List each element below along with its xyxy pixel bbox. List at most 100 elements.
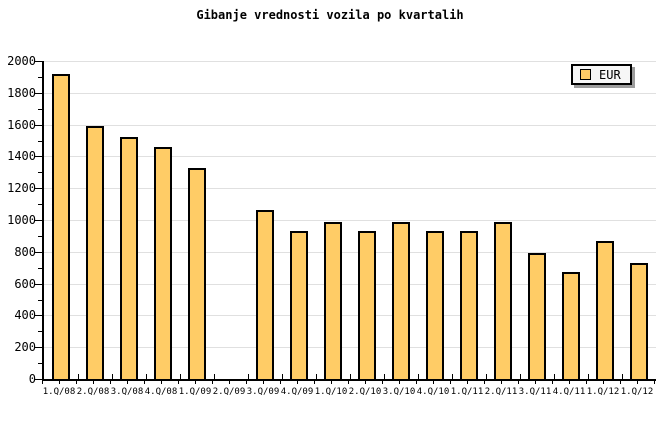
x-below-tick [433,381,434,384]
x-below-tick [450,381,451,384]
y-minor-tick [38,331,42,333]
y-axis-label: 1400 [7,149,36,164]
x-below-tick [195,381,196,384]
x-below-tick [93,381,94,384]
y-major-tick [35,283,42,285]
x-inner-tick [486,374,487,379]
y-major-tick [35,92,42,94]
y-axis-label: 0 [28,372,36,386]
x-below-tick [637,381,638,384]
x-below-tick [110,381,111,384]
x-axis-label: 2.Q/10 [348,387,382,397]
x-below-tick [484,381,485,384]
legend-label-eur: EUR [599,67,621,82]
x-axis-label: 3.Q/11 [518,387,552,397]
legend-swatch-eur [580,69,591,80]
y-minor-tick [38,299,42,301]
x-inner-tick [78,374,79,379]
gridline [44,156,656,158]
x-below-tick [76,381,77,384]
gridline [44,347,656,349]
x-inner-tick [350,374,351,379]
x-axis-label: 4.Q/10 [416,387,450,397]
gridline [44,251,656,253]
y-axis-label: 400 [14,308,36,323]
x-inner-tick [452,374,453,379]
x-axis-label: 3.Q/10 [382,387,416,397]
y-major-tick [35,315,42,317]
y-axis-label: 1600 [7,117,36,132]
gridline [44,188,656,190]
x-axis-label: 1.Q/11 [450,387,484,397]
x-below-tick [127,381,128,384]
x-below-tick [59,381,60,384]
x-inner-tick [146,374,147,379]
x-inner-tick [622,374,623,379]
y-major-tick [35,124,42,126]
gridline [44,92,656,94]
x-axis-label: 1.Q/12 [620,387,654,397]
x-below-tick [229,381,230,384]
x-axis-label: 2.Q/08 [76,387,110,397]
x-inner-tick [384,374,385,379]
x-below-tick [144,381,145,384]
x-below-tick [416,381,417,384]
y-major-tick [35,61,42,62]
x-below-tick [569,381,570,384]
bar [358,231,376,379]
y-minor-tick [38,140,42,142]
x-axis-label: 4.Q/09 [280,387,314,397]
y-major-tick [35,379,42,380]
y-axis-label: 200 [14,340,36,355]
x-below-tick [518,381,519,384]
bar [494,222,512,379]
y-minor-tick [38,363,42,365]
y-minor-tick [38,172,42,174]
bar [120,137,138,379]
y-axis-label: 600 [14,276,36,291]
x-axis-label: 4.Q/11 [552,387,586,397]
bar [528,253,546,379]
x-below-tick [178,381,179,384]
y-axis-label: 1200 [7,181,36,196]
chart-title: Gibanje vrednosti vozila po kvartalih [196,8,464,22]
x-below-tick [552,381,553,384]
x-below-tick [280,381,281,384]
y-major-tick [35,156,42,158]
x-below-tick [297,381,298,384]
gridline [44,220,656,221]
x-below-tick [331,381,332,384]
gridline [44,315,656,317]
bar [324,222,342,379]
y-axis-label: 800 [14,244,36,259]
x-axis-label: 4.Q/08 [144,387,178,397]
x-axis-label: 3.Q/09 [246,387,280,397]
x-inner-tick [214,374,215,379]
bar [392,222,410,379]
gridline [44,124,656,126]
x-below-tick [501,381,502,384]
x-below-tick [365,381,366,384]
plot-area [42,61,656,381]
x-inner-tick [180,374,181,379]
y-major-tick [35,347,42,349]
x-axis-label: 2.Q/09 [212,387,246,397]
x-inner-tick [554,374,555,379]
bar [426,231,444,379]
x-below-tick [42,381,43,384]
x-below-tick [603,381,604,384]
x-below-tick [654,381,655,384]
y-axis-label: 2000 [7,54,36,68]
x-inner-tick [418,374,419,379]
legend: EUR [571,64,632,85]
x-below-tick [399,381,400,384]
x-below-tick [246,381,247,384]
y-major-tick [35,188,42,190]
bar [460,231,478,379]
x-axis-label: 1.Q/08 [42,387,76,397]
bar [290,231,308,379]
x-inner-tick [248,374,249,379]
y-minor-tick [38,108,42,110]
bar [154,147,172,379]
